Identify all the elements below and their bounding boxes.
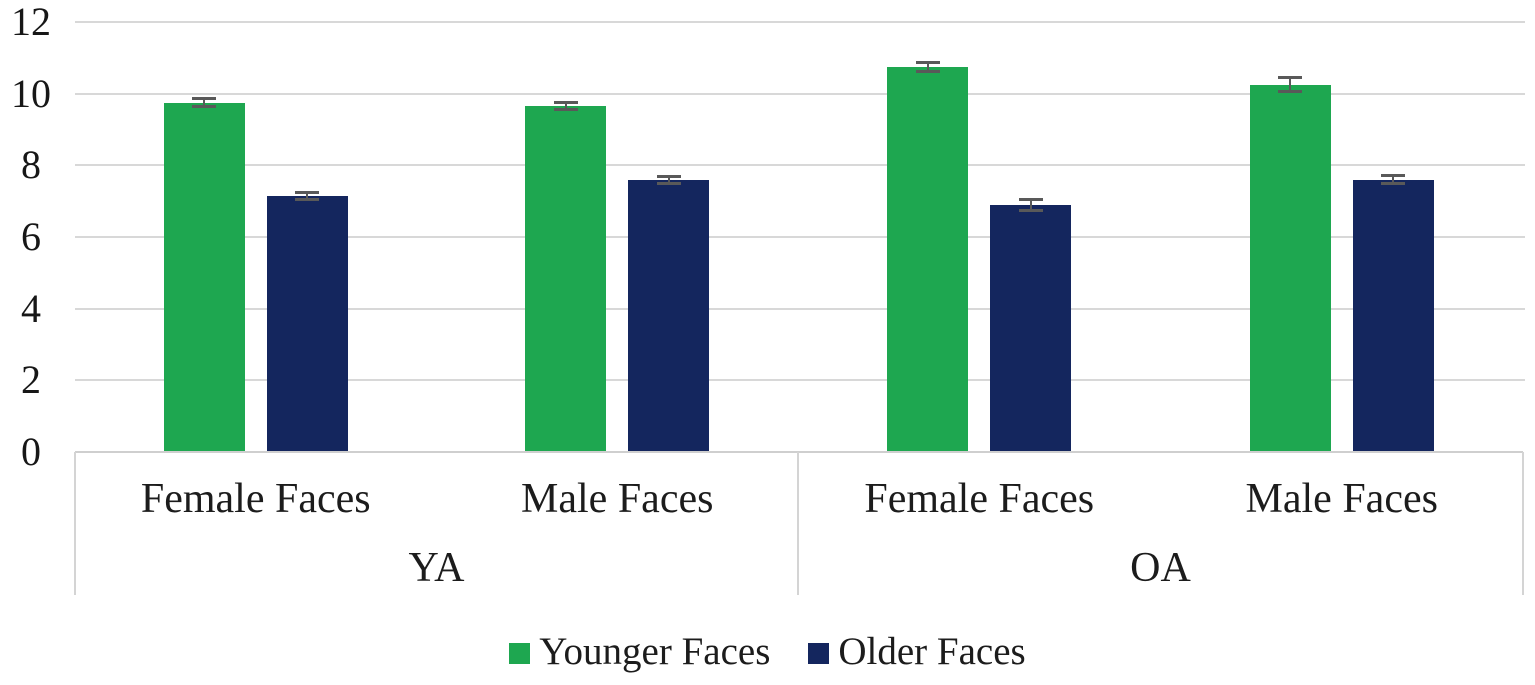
error-bar-cap-bottom	[915, 69, 940, 73]
legend-label: Older Faces	[838, 630, 1026, 673]
legend-item-younger-faces: Younger Faces	[509, 630, 770, 674]
error-bar-cap-bottom	[1018, 208, 1043, 212]
bar-older-faces-ya-male-faces	[628, 179, 710, 452]
error-bar-stem	[1289, 77, 1292, 92]
x-axis-group-label: YA	[408, 545, 465, 591]
error-bar-stem	[1029, 199, 1032, 211]
legend-swatch-icon	[808, 642, 830, 664]
legend: Younger Faces Older Faces	[0, 630, 1535, 674]
gridline-y-8	[75, 164, 1525, 167]
error-bar-stem	[306, 192, 309, 200]
error-bar-cap-bottom	[1381, 182, 1406, 186]
legend-swatch-icon	[509, 642, 531, 664]
gridline-y-6	[75, 236, 1525, 238]
legend-item-older-faces: Older Faces	[808, 630, 1026, 674]
bar-younger-faces-ya-female-faces	[163, 102, 245, 452]
x-axis-category-label: Male Faces	[1245, 476, 1438, 522]
bar-younger-faces-oa-male-faces	[1249, 84, 1331, 452]
x-axis-category-label: Male Faces	[521, 476, 714, 522]
x-axis-group-separator-0	[74, 452, 76, 595]
error-bar-stem	[1392, 175, 1395, 184]
x-axis-group-label: OA	[1130, 545, 1191, 591]
y-axis-tick-label: 12	[11, 0, 51, 44]
bar-older-faces-ya-female-faces	[266, 195, 348, 452]
error-bar-cap-bottom	[192, 105, 217, 109]
x-axis-category-label: Female Faces	[864, 476, 1095, 522]
bar-older-faces-oa-female-faces	[990, 204, 1072, 452]
y-axis-tick-label: 4	[21, 285, 41, 331]
y-axis-tick-label: 0	[21, 429, 41, 474]
bar-younger-faces-ya-male-faces	[525, 106, 607, 452]
x-axis-category-label: Female Faces	[140, 476, 371, 522]
error-bar-cap-bottom	[295, 197, 320, 201]
gridline-y-10	[75, 92, 1525, 95]
error-bar-stem	[564, 102, 567, 110]
error-bar-cap-bottom	[553, 108, 578, 112]
x-axis-group-separator-2	[1522, 452, 1524, 595]
y-axis-tick-label: 2	[21, 357, 41, 403]
error-bar-cap-bottom	[1278, 90, 1303, 94]
x-axis-line	[75, 451, 1523, 453]
error-bar-stem	[926, 62, 929, 72]
bar-younger-faces-oa-female-faces	[887, 66, 969, 452]
y-axis-tick-label: 6	[21, 214, 41, 259]
error-bar-stem	[667, 176, 670, 184]
y-axis-tick-label: 10	[11, 70, 51, 116]
bar-older-faces-oa-male-faces	[1352, 179, 1434, 452]
gridline-y-12	[75, 21, 1525, 23]
error-bar-cap-bottom	[656, 181, 681, 185]
legend-label: Younger Faces	[539, 630, 771, 673]
gridline-y-2	[75, 379, 1525, 382]
x-axis-group-separator-1	[797, 452, 799, 595]
gridline-y-4	[75, 307, 1525, 310]
error-bar-stem	[203, 98, 206, 107]
y-axis-tick-label: 8	[21, 142, 41, 188]
